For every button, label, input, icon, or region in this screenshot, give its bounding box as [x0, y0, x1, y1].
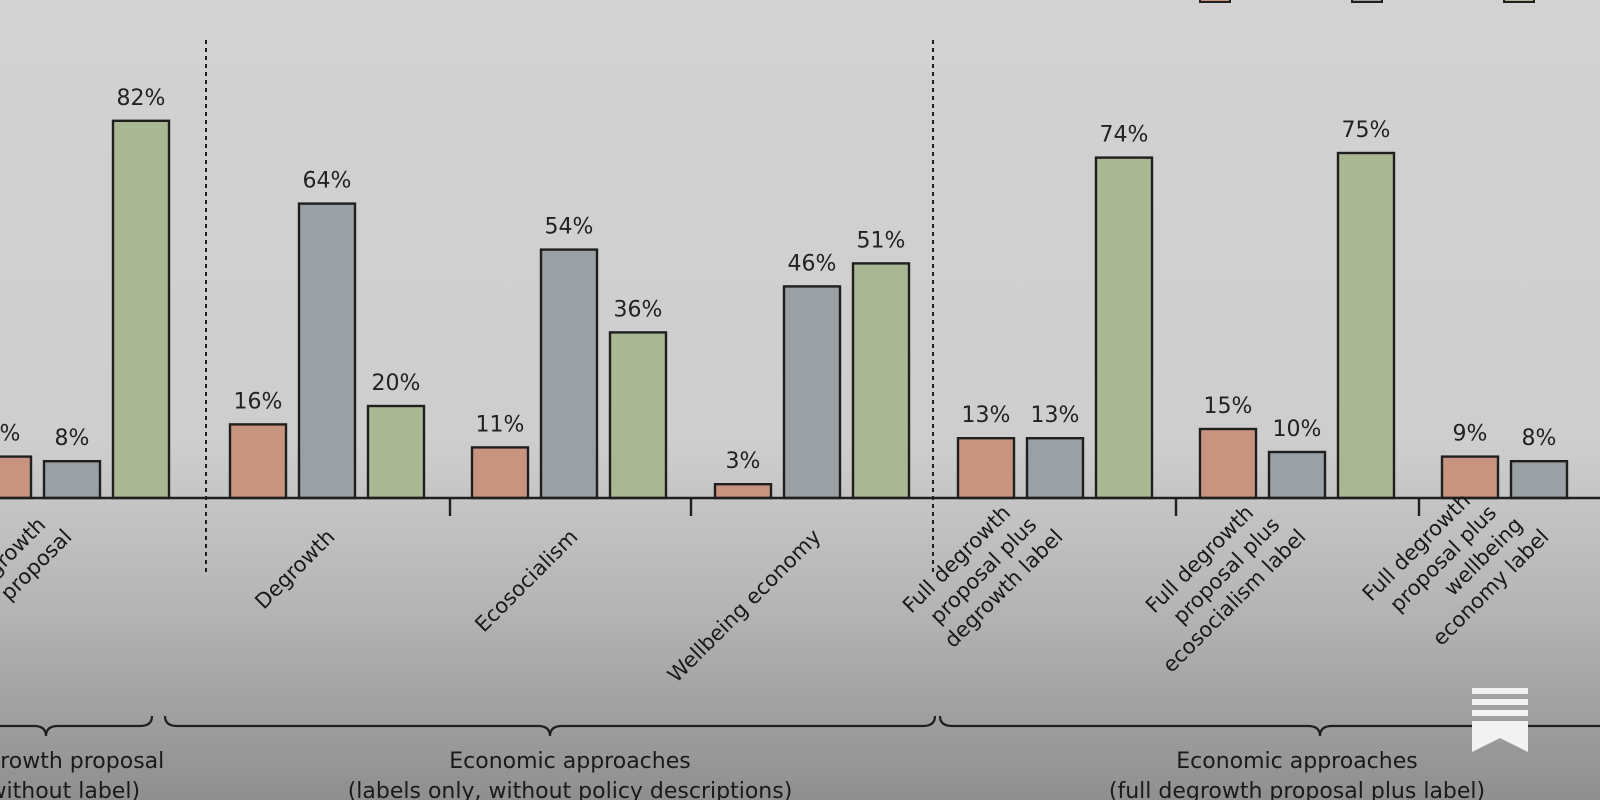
group-sublabel-2: (full degrowth proposal plus label) [1109, 779, 1485, 800]
value-label-5-1: 10% [1273, 417, 1322, 442]
bar-2-1 [539, 248, 599, 500]
bar-1-0 [228, 423, 288, 500]
group-brace-1 [163, 715, 937, 737]
category-label-5: Full degrowthproposal plusecosocialism l… [1120, 486, 1311, 678]
group-brace-0 [0, 715, 154, 737]
category-label-4: Full degrowthproposal plusdegrowth label [898, 486, 1068, 656]
bar-6-1 [1509, 460, 1569, 500]
group-brace-2 [938, 715, 1600, 737]
value-label-3-2: 51% [857, 228, 906, 253]
bar-5-2 [1336, 151, 1396, 500]
value-label-5-2: 75% [1342, 118, 1391, 143]
value-label-3-0: 3% [726, 449, 761, 474]
bar-4-2 [1094, 156, 1154, 500]
value-label-4-0: 13% [962, 403, 1011, 428]
value-label-0-1: 8% [55, 426, 90, 451]
category-label-text-4: Full degrowthproposal plusdegrowth label [898, 486, 1068, 656]
bar-6-0 [1440, 455, 1500, 500]
value-label-1-1: 64% [303, 169, 352, 194]
group-label-2: Economic approaches [1176, 749, 1417, 774]
bar-3-1 [782, 285, 842, 500]
value-label-4-1: 13% [1031, 403, 1080, 428]
value-label-6-0: 9% [1453, 422, 1488, 447]
category-label-text-1: Degrowth [250, 525, 339, 614]
value-label-0-0: 9% [0, 422, 20, 447]
category-label-2: Ecosocialism [470, 525, 582, 637]
group-sublabel-0: (without label) [0, 779, 140, 800]
value-label-2-2: 36% [614, 297, 663, 322]
bar-0-2 [111, 119, 171, 500]
category-label-1: Degrowth [250, 525, 339, 614]
category-label-text-3: Wellbeing economy [663, 525, 826, 688]
bar-2-2 [608, 331, 668, 500]
bar-1-2 [366, 404, 426, 500]
group-label-0: Degrowth proposal [0, 749, 164, 774]
value-label-4-2: 74% [1100, 123, 1149, 148]
value-label-2-0: 11% [476, 412, 525, 437]
value-label-3-1: 46% [788, 251, 837, 276]
category-label-3: Wellbeing economy [663, 525, 826, 688]
bar-3-0 [713, 483, 773, 500]
category-label-text-0: Full degrowthproposal [0, 505, 77, 648]
bar-0-1 [42, 460, 102, 500]
bar-4-1 [1025, 437, 1085, 500]
category-label-text-2: Ecosocialism [470, 525, 582, 637]
legend-swatch-1 [1351, 0, 1383, 3]
bar-5-0 [1198, 427, 1258, 500]
bar-0-0 [0, 455, 33, 500]
legend-swatch-0 [1199, 0, 1231, 3]
category-label-0: Full degrowthproposal [0, 505, 77, 648]
value-label-1-2: 20% [372, 371, 421, 396]
group-sublabel-1: (labels only, without policy description… [348, 779, 793, 800]
bar-5-1 [1267, 450, 1327, 500]
value-label-0-2: 82% [117, 86, 166, 111]
bar-3-2 [851, 262, 911, 500]
value-label-1-0: 16% [234, 389, 283, 414]
value-label-5-0: 15% [1204, 394, 1253, 419]
bookmark-badge-icon[interactable] [1472, 688, 1528, 752]
group-label-1: Economic approaches [449, 749, 690, 774]
legend-swatch-2 [1503, 0, 1535, 3]
value-label-6-1: 8% [1522, 426, 1557, 451]
value-label-2-1: 54% [545, 215, 594, 240]
category-label-text-5: Full degrowthproposal plusecosocialism l… [1120, 486, 1311, 677]
bar-1-1 [297, 202, 357, 500]
bar-4-0 [956, 437, 1016, 500]
bar-2-0 [470, 446, 530, 500]
